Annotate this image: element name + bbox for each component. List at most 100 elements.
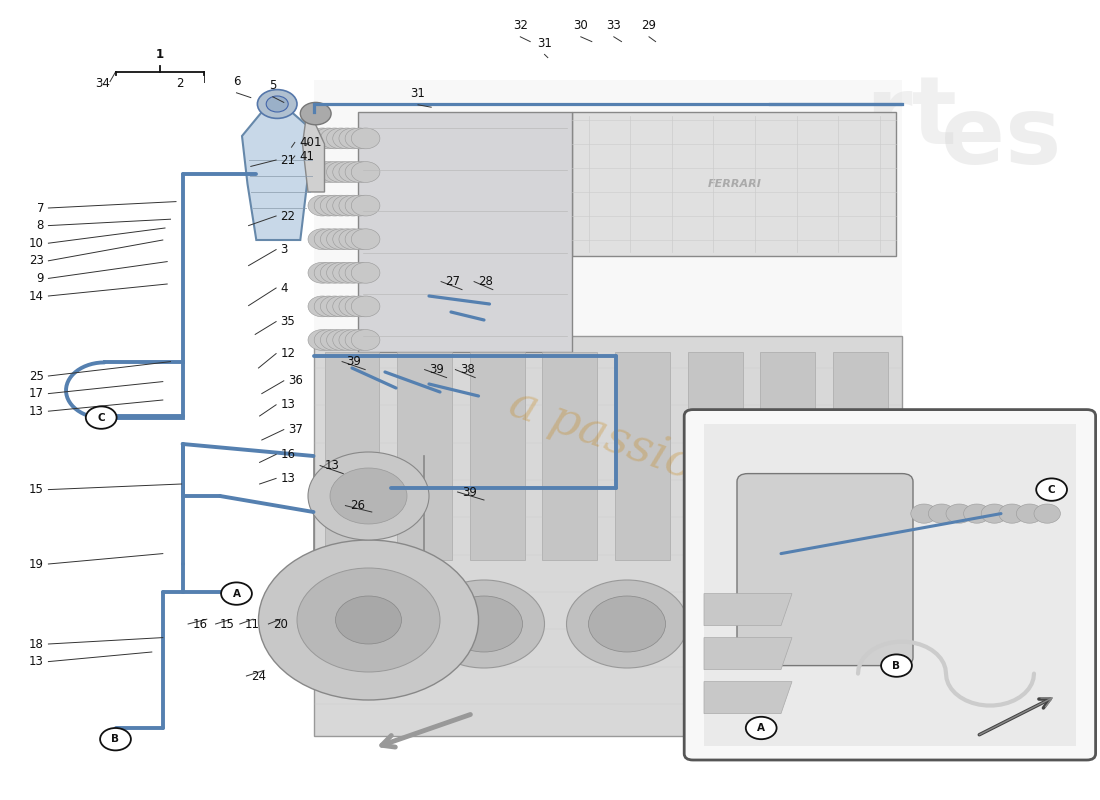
Text: 29: 29 [641, 19, 657, 32]
Polygon shape [704, 594, 792, 626]
Circle shape [266, 96, 288, 112]
Circle shape [315, 229, 343, 250]
Polygon shape [704, 682, 792, 714]
Circle shape [351, 128, 380, 149]
Circle shape [280, 580, 402, 668]
Polygon shape [242, 112, 319, 240]
Text: rt: rt [866, 72, 957, 164]
Circle shape [308, 229, 337, 250]
Circle shape [345, 195, 374, 216]
Text: 3: 3 [280, 243, 288, 256]
Circle shape [315, 296, 343, 317]
FancyBboxPatch shape [737, 474, 913, 666]
Text: 24: 24 [251, 670, 266, 682]
Circle shape [881, 654, 912, 677]
Text: 17: 17 [29, 387, 44, 400]
Text: 27: 27 [446, 275, 461, 288]
Circle shape [308, 195, 337, 216]
Text: 15: 15 [29, 483, 44, 496]
Text: 21: 21 [280, 154, 296, 166]
Circle shape [1036, 478, 1067, 501]
Text: 16: 16 [280, 448, 296, 461]
Text: 2: 2 [176, 77, 184, 90]
Circle shape [327, 229, 355, 250]
Circle shape [315, 195, 343, 216]
Circle shape [320, 296, 349, 317]
Text: 38: 38 [460, 363, 474, 376]
Text: 28: 28 [478, 275, 494, 288]
Text: 10: 10 [29, 237, 44, 250]
Polygon shape [688, 352, 742, 560]
Polygon shape [324, 352, 380, 560]
Circle shape [345, 330, 374, 350]
Text: 13: 13 [280, 472, 296, 485]
Text: 30: 30 [573, 19, 588, 32]
Circle shape [327, 330, 355, 350]
Circle shape [999, 504, 1025, 523]
Text: 26: 26 [350, 499, 365, 512]
Polygon shape [833, 352, 888, 560]
Circle shape [320, 262, 349, 283]
Circle shape [339, 296, 367, 317]
Circle shape [257, 90, 297, 118]
Circle shape [308, 330, 337, 350]
Circle shape [834, 486, 926, 554]
Polygon shape [760, 352, 815, 560]
Text: 39: 39 [346, 355, 362, 368]
Circle shape [964, 504, 990, 523]
Text: 35: 35 [280, 315, 295, 328]
Text: 5: 5 [270, 79, 276, 92]
Polygon shape [314, 80, 902, 736]
Polygon shape [358, 112, 572, 352]
Circle shape [732, 596, 808, 652]
Circle shape [308, 128, 337, 149]
Circle shape [100, 728, 131, 750]
Circle shape [327, 296, 355, 317]
Text: 36: 36 [288, 374, 304, 387]
Text: es: es [942, 92, 1062, 184]
Polygon shape [542, 352, 597, 560]
Circle shape [351, 229, 380, 250]
Text: 8: 8 [36, 219, 44, 232]
Circle shape [320, 229, 349, 250]
Circle shape [566, 580, 688, 668]
Text: a passion: a passion [503, 381, 729, 499]
Text: 13: 13 [29, 655, 44, 668]
Text: A: A [232, 589, 241, 598]
Text: 1: 1 [314, 136, 321, 149]
Text: FERRARI: FERRARI [708, 179, 761, 189]
Circle shape [345, 229, 374, 250]
Circle shape [332, 128, 361, 149]
Circle shape [315, 262, 343, 283]
Circle shape [332, 229, 361, 250]
Polygon shape [397, 352, 452, 560]
Text: 1: 1 [155, 48, 164, 61]
Text: C: C [98, 413, 104, 422]
Text: A: A [757, 723, 766, 733]
Text: 39: 39 [462, 486, 477, 498]
Circle shape [336, 596, 402, 644]
Polygon shape [704, 638, 792, 670]
Circle shape [424, 580, 544, 668]
Circle shape [351, 330, 380, 350]
Text: B: B [892, 661, 901, 670]
Circle shape [781, 656, 847, 704]
Circle shape [351, 162, 380, 182]
Text: 6: 6 [233, 75, 240, 88]
Polygon shape [615, 352, 670, 560]
Circle shape [315, 330, 343, 350]
Text: 12: 12 [280, 347, 296, 360]
FancyBboxPatch shape [684, 410, 1096, 760]
Circle shape [327, 262, 355, 283]
Polygon shape [314, 336, 902, 736]
Circle shape [315, 128, 343, 149]
Circle shape [928, 504, 955, 523]
Circle shape [332, 296, 361, 317]
Text: 16: 16 [192, 618, 208, 630]
Circle shape [345, 128, 374, 149]
Circle shape [351, 195, 380, 216]
Text: 20: 20 [273, 618, 288, 630]
Text: 18: 18 [29, 638, 44, 650]
Circle shape [339, 330, 367, 350]
Text: 32: 32 [513, 19, 528, 32]
